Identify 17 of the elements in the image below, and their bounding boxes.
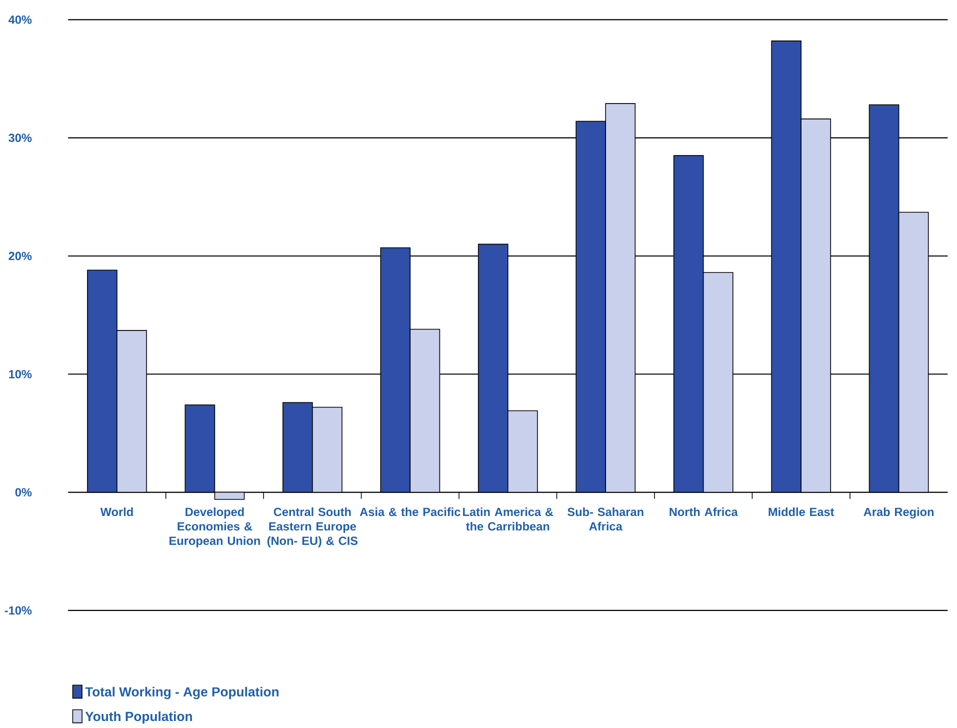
x-tick-label: Arab Region	[864, 507, 934, 518]
x-tick-label: Central South Eastern Europe (Non- EU) & CIS	[267, 507, 358, 548]
x-tick-label: Middle East	[768, 507, 834, 516]
y-tick-label: -10%	[4, 606, 32, 615]
y-tick-label: 30%	[8, 134, 32, 142]
x-tick-label: Asia & the Pacific	[360, 507, 460, 516]
x-tick-label: Sub- Saharan Africa	[568, 507, 644, 530]
y-tick-label: 0%	[15, 488, 32, 496]
y-tick-label: 10%	[9, 370, 32, 378]
legend-label: Youth Population	[85, 711, 192, 724]
y-tick-label: 20%	[8, 252, 32, 260]
y-tick-label: 40%	[8, 15, 32, 24]
x-tick-label: Developed Economies & European Union	[170, 507, 260, 548]
x-tick-label: North Africa	[670, 507, 738, 516]
legend-label: Total Working - Age Population	[85, 686, 278, 700]
x-tick-label: Latin America & the Carribbean	[463, 507, 554, 530]
x-tick-label: World	[100, 507, 133, 516]
